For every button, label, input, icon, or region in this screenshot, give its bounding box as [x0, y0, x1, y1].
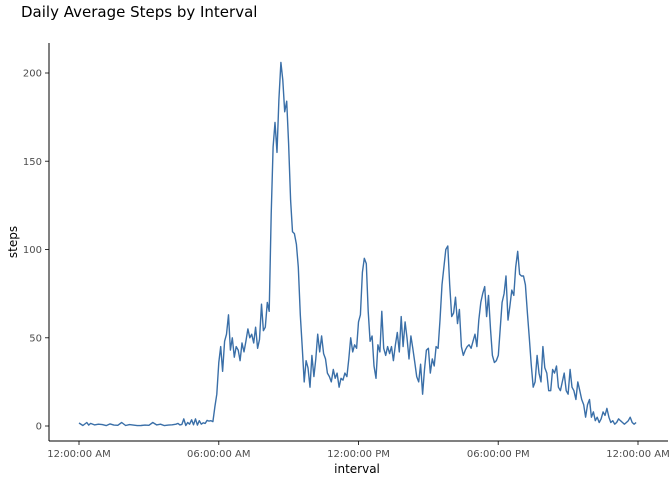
y-tick-label: 50	[29, 333, 42, 344]
series-layer	[78, 61, 637, 427]
x-tick-label: 06:00:00 PM	[467, 449, 530, 460]
x-tick-label: 06:00:00 AM	[187, 449, 251, 460]
x-axis-ticks: 12:00:00 AM 06:00:00 AM 12:00:00 PM 06:00:0…	[47, 441, 670, 460]
x-tick-label: 12:00:00 AM	[47, 449, 111, 460]
series-line-0	[78, 61, 637, 427]
y-tick-label: 0	[36, 422, 42, 433]
y-tick-label: 150	[23, 157, 42, 168]
y-axis-title: steps	[6, 226, 20, 258]
y-axis-ticks: 0 50 100 150 200	[23, 69, 49, 433]
chart-title: Daily Average Steps by Interval	[21, 3, 257, 21]
x-tick-label: 12:00:00 AM	[606, 449, 670, 460]
y-tick-label: 200	[23, 69, 42, 80]
y-tick-label: 100	[23, 245, 42, 256]
x-axis-title: interval	[334, 462, 380, 476]
x-tick-label: 12:00:00 PM	[327, 449, 390, 460]
